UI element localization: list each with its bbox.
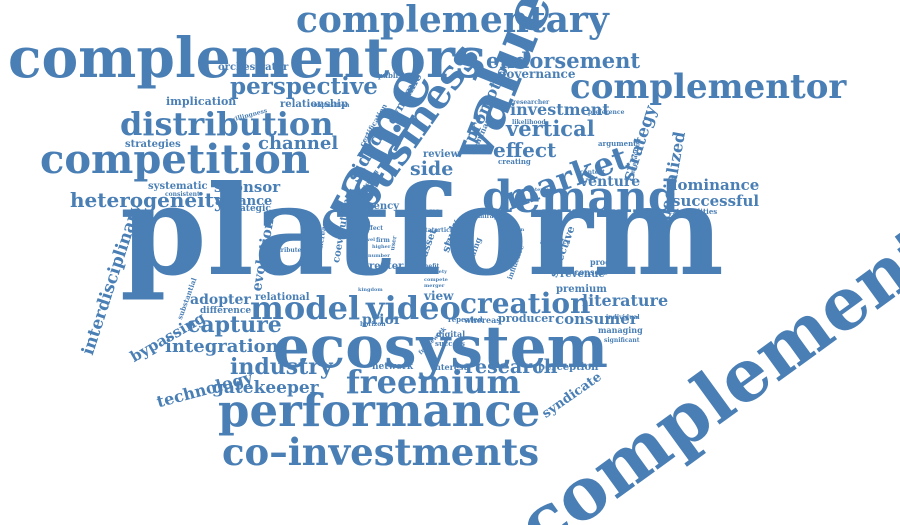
word-affect: affect: [364, 225, 384, 232]
word-successful: successful: [672, 192, 760, 210]
word-complementor: complementor: [570, 67, 847, 107]
word-creating: creating: [498, 157, 531, 166]
word-facilitate: facilitate: [408, 227, 439, 234]
word-extant: extant: [446, 239, 464, 245]
word-managing: managing: [598, 325, 643, 335]
word-model: model: [250, 289, 361, 327]
word-adopter: adopter: [190, 292, 251, 308]
word-potential: potential: [528, 187, 554, 193]
word-audience: audience: [540, 239, 571, 246]
word-interest: interest: [432, 362, 468, 372]
word-contribute: contribute: [266, 247, 302, 254]
word-literature: literature: [582, 291, 669, 310]
word-mirage: mirage: [478, 213, 502, 220]
word-channel: channel: [258, 133, 339, 154]
word-vertical: vertical: [506, 116, 595, 141]
word-consumer: consumer: [555, 310, 638, 328]
word-researcher: researcher: [513, 99, 550, 106]
word-venture: venture: [580, 174, 641, 190]
word-endorsement: endorsement: [486, 48, 641, 73]
word-perspective: perspective: [230, 73, 378, 100]
word-digital: digital: [436, 329, 466, 339]
word-investment: investment: [510, 100, 610, 119]
word-performance: performance: [218, 384, 541, 437]
word-strategies: strategies: [125, 139, 181, 150]
word-alliance: alliance: [215, 194, 273, 209]
word-externalities: externalities: [668, 207, 718, 216]
word-network: network: [372, 362, 414, 372]
word-product: product: [590, 257, 626, 267]
word-industry: industry: [230, 354, 333, 380]
word-benefit: benefit: [416, 263, 440, 270]
word-publisher: publisher: [378, 71, 416, 80]
word-producer: producer: [498, 312, 555, 325]
word-higher: higher: [372, 244, 391, 250]
word-complementary: complementary: [296, 0, 609, 41]
word-consistent: consistent: [165, 191, 200, 198]
word-co-investments: co–investments: [222, 430, 540, 474]
word-strategic: strategic: [226, 204, 271, 214]
word-merger: merger: [424, 283, 445, 289]
word-more: more: [412, 207, 441, 218]
word-implication: implication: [166, 95, 237, 108]
word-greater: greater: [362, 261, 404, 272]
word-governance: governance: [498, 67, 576, 81]
word-individual: individual: [606, 314, 640, 321]
word-repeated: repeated: [448, 315, 483, 324]
word-platform: platform: [120, 159, 725, 304]
word-premium: premium: [556, 284, 607, 295]
word-significant: significant: [604, 337, 640, 344]
word-revenue: revenue: [560, 269, 605, 280]
word-argument: argument: [598, 139, 637, 148]
word-acquisition: acquisition: [312, 102, 350, 109]
word-systematic: systematic: [148, 181, 208, 192]
word-perception: perception: [538, 362, 599, 373]
word-relationship: relationship: [280, 99, 348, 110]
word-number: number: [368, 253, 390, 259]
word-compete: compete: [424, 277, 448, 283]
word-competition: competition: [40, 136, 310, 183]
word-console: console: [574, 267, 608, 277]
word-kingdom: kingdom: [358, 287, 383, 293]
word-video: video: [366, 289, 461, 327]
word-variety: variety: [428, 269, 448, 275]
word-whereas: whereas: [464, 315, 501, 325]
word-integration: integration: [165, 336, 279, 357]
word-ecosystem: ecosystem: [273, 313, 608, 381]
word-agency: agency: [360, 201, 400, 212]
word-article: article: [434, 227, 456, 234]
word-research: research: [465, 356, 558, 378]
word-dominance: dominance: [667, 176, 760, 194]
word-distribution: distribution: [120, 105, 334, 143]
word-level: level: [362, 237, 376, 243]
word-demand: demand: [482, 172, 679, 223]
word-prior: prior: [362, 312, 402, 328]
word-side: side: [410, 158, 454, 180]
word-effect: effect: [493, 138, 557, 162]
word-creation: creation: [460, 287, 591, 320]
word-firm: firm: [376, 237, 390, 244]
word-context: context: [580, 169, 605, 176]
word-freemium: freemium: [346, 363, 521, 401]
word-question: question: [500, 227, 525, 233]
word-capture: capture: [187, 312, 282, 338]
word-gatekeeper: gatekeeper: [212, 378, 319, 398]
word-horizon: horizon: [360, 321, 386, 328]
word-complementors: complementors: [8, 25, 486, 90]
word-orchestrator: orchestrator: [218, 62, 289, 73]
word-difference: difference: [200, 306, 252, 316]
word-review: review: [423, 149, 460, 160]
word-relational: relational: [255, 292, 310, 303]
word-heterogeneity: heterogeneity: [70, 188, 226, 212]
word-view: view: [424, 289, 454, 303]
word-likelihood: likelihood: [512, 119, 546, 126]
word-sponsor: sponsor: [214, 178, 281, 196]
word-preference: preference: [588, 109, 625, 116]
word-success: success: [435, 339, 465, 348]
